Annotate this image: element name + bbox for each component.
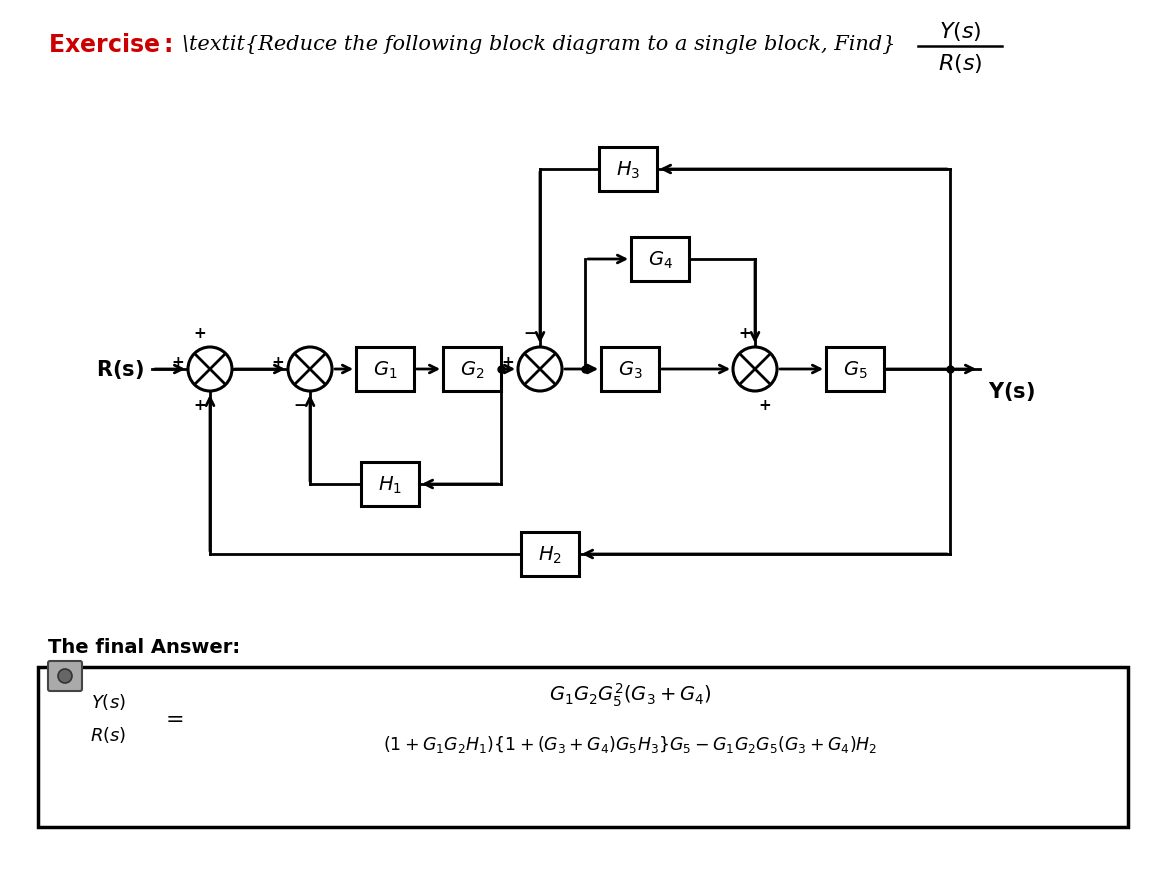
Text: $R(s)$: $R(s)$ bbox=[938, 52, 982, 76]
Text: +: + bbox=[739, 326, 752, 342]
Text: $\bf{Exercise:}$: $\bf{Exercise:}$ bbox=[48, 33, 173, 57]
Text: $G_4$: $G_4$ bbox=[648, 249, 672, 270]
Circle shape bbox=[288, 348, 332, 392]
Text: $Y(s)$: $Y(s)$ bbox=[90, 691, 125, 711]
Text: +: + bbox=[271, 355, 284, 370]
Text: \textit{Reduce the following block diagram to a single block, Find}: \textit{Reduce the following block diagr… bbox=[182, 36, 895, 55]
Circle shape bbox=[733, 348, 777, 392]
Text: $H_3$: $H_3$ bbox=[616, 159, 641, 181]
Text: $H_2$: $H_2$ bbox=[538, 544, 562, 565]
Circle shape bbox=[518, 348, 562, 392]
FancyBboxPatch shape bbox=[443, 348, 502, 392]
FancyBboxPatch shape bbox=[631, 238, 689, 282]
Circle shape bbox=[58, 669, 72, 683]
Text: $G_1$: $G_1$ bbox=[373, 359, 397, 381]
Text: $R(s)$: $R(s)$ bbox=[90, 724, 126, 744]
Text: $H_1$: $H_1$ bbox=[378, 474, 402, 495]
FancyBboxPatch shape bbox=[357, 348, 414, 392]
Text: +: + bbox=[194, 398, 207, 413]
Text: $G_1G_2G_5^2(G_3 + G_4)$: $G_1G_2G_5^2(G_3 + G_4)$ bbox=[548, 680, 711, 708]
FancyBboxPatch shape bbox=[39, 667, 1128, 827]
Text: The final Answer:: The final Answer: bbox=[48, 638, 240, 657]
Text: $G_2$: $G_2$ bbox=[459, 359, 484, 381]
Text: $G_3$: $G_3$ bbox=[617, 359, 642, 381]
Text: $\mathbf{Y(s)}$: $\mathbf{Y(s)}$ bbox=[988, 380, 1035, 403]
FancyBboxPatch shape bbox=[361, 462, 419, 507]
Text: −: − bbox=[524, 326, 537, 342]
Text: +: + bbox=[172, 355, 185, 370]
Text: +: + bbox=[759, 398, 772, 413]
Text: $=$: $=$ bbox=[160, 707, 184, 727]
Text: +: + bbox=[502, 355, 514, 370]
FancyBboxPatch shape bbox=[521, 533, 579, 576]
Circle shape bbox=[188, 348, 231, 392]
FancyBboxPatch shape bbox=[826, 348, 884, 392]
FancyBboxPatch shape bbox=[601, 348, 659, 392]
Text: −: − bbox=[293, 398, 306, 413]
FancyBboxPatch shape bbox=[48, 661, 82, 691]
Text: $(1 + G_1G_2H_1)\{1 + (G_3 + G_4)G_5H_3\}G_5 - G_1G_2G_5(G_3 + G_4)H_2$: $(1 + G_1G_2H_1)\{1 + (G_3 + G_4)G_5H_3\… bbox=[382, 733, 877, 754]
FancyBboxPatch shape bbox=[599, 148, 657, 192]
Text: $Y(s)$: $Y(s)$ bbox=[939, 21, 981, 43]
Text: $\mathbf{R(s)}$: $\mathbf{R(s)}$ bbox=[96, 358, 144, 381]
Text: +: + bbox=[194, 326, 207, 342]
Text: $G_5$: $G_5$ bbox=[843, 359, 867, 381]
